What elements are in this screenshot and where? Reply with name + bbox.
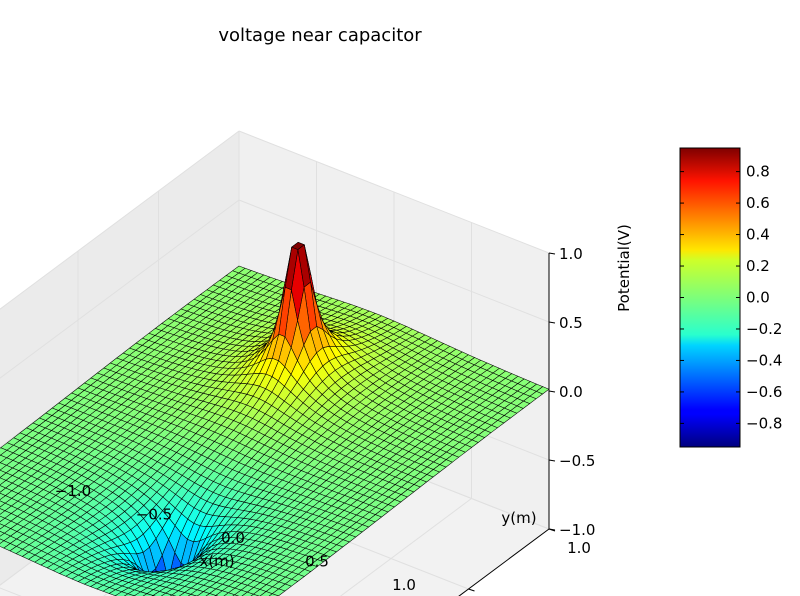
colorbar-tick-label: −0.2 [746, 320, 782, 338]
y-tick-label: 1.0 [567, 539, 591, 557]
x-axis-label: x(m) [199, 552, 234, 570]
y-tick-mark [468, 588, 475, 592]
z-tick-mark [548, 390, 556, 393]
x-tick-label: 1.0 [392, 576, 416, 594]
surface-plot [0, 242, 550, 596]
gridline [238, 130, 550, 254]
gridline [238, 199, 550, 323]
colorbar-tick-label: 0.6 [746, 194, 770, 212]
colorbar-gradient [679, 147, 741, 448]
z-tick-label: −0.5 [559, 452, 595, 470]
z-tick-label: 0.0 [559, 383, 583, 401]
x-tick-label: −0.5 [136, 506, 172, 524]
gridline [339, 498, 472, 596]
z-tick-label: 0.5 [559, 314, 583, 332]
surface-facet [291, 242, 305, 250]
colorbar-tick-label: −0.6 [746, 383, 782, 401]
gridline [0, 199, 240, 379]
z-axis-label: Potential(V) [615, 224, 633, 312]
x-tick-label: −1.0 [55, 482, 91, 500]
colorbar-tick-label: 0.8 [746, 163, 770, 181]
colorbar: 0.8 0.6 0.4 0.2 0.0 −0.2 −0.4 −0.6 −0.8 [679, 147, 782, 448]
y-axis-label: y(m) [501, 509, 536, 527]
z-tick-mark [548, 321, 556, 324]
colorbar-tick-label: 0.0 [746, 289, 770, 307]
z-tick-mark [548, 459, 556, 462]
x-tick-label: 0.0 [221, 529, 245, 547]
axis-ticks: −1.0−0.50.00.51.0−1.0−0.50.00.51.0−1.0−0… [55, 245, 596, 594]
z-tick-label: −1.0 [559, 521, 595, 539]
colorbar-tick-label: 0.2 [746, 257, 770, 275]
colorbar-tick-label: −0.4 [746, 351, 782, 369]
chart-title: voltage near capacitor [218, 25, 422, 46]
z-tick-label: 1.0 [559, 245, 583, 263]
colorbar-ticks: 0.8 0.6 0.4 0.2 0.0 −0.2 −0.4 −0.6 −0.8 [680, 163, 782, 432]
y-axis-line [458, 528, 550, 596]
x-tick-label: 0.5 [305, 553, 329, 571]
colorbar-tick-label: −0.8 [746, 414, 782, 432]
colorbar-tick-label: 0.4 [746, 226, 770, 244]
gridline [0, 130, 240, 310]
z-tick-mark [548, 252, 556, 255]
z-tick-mark [548, 528, 556, 531]
